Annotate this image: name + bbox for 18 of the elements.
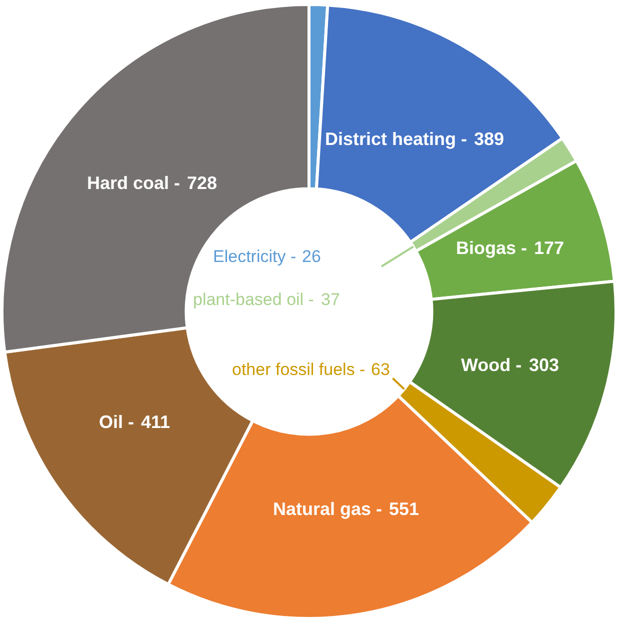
data-label: 411 (141, 412, 170, 432)
slice-label: other fossil fuels - (232, 360, 366, 379)
data-label: 37 (321, 290, 340, 309)
data-label: 551 (389, 499, 420, 519)
slice-label: Hard coal - (87, 173, 180, 193)
data-label: 303 (529, 355, 560, 375)
slice-label: Oil - (99, 412, 134, 432)
data-label: 728 (187, 173, 218, 193)
data-label: 63 (371, 360, 390, 379)
slice-label: Wood - (461, 355, 522, 375)
slice-label: Electricity - (213, 247, 296, 266)
data-label: 389 (474, 129, 504, 149)
slice-label: Biogas - (456, 238, 528, 258)
data-label: 177 (534, 238, 564, 258)
data-label: 26 (302, 247, 321, 266)
slice-label: District heating - (325, 129, 468, 149)
slice-label: plant-based oil - (193, 290, 314, 309)
slice-label: Natural gas - (273, 499, 382, 519)
